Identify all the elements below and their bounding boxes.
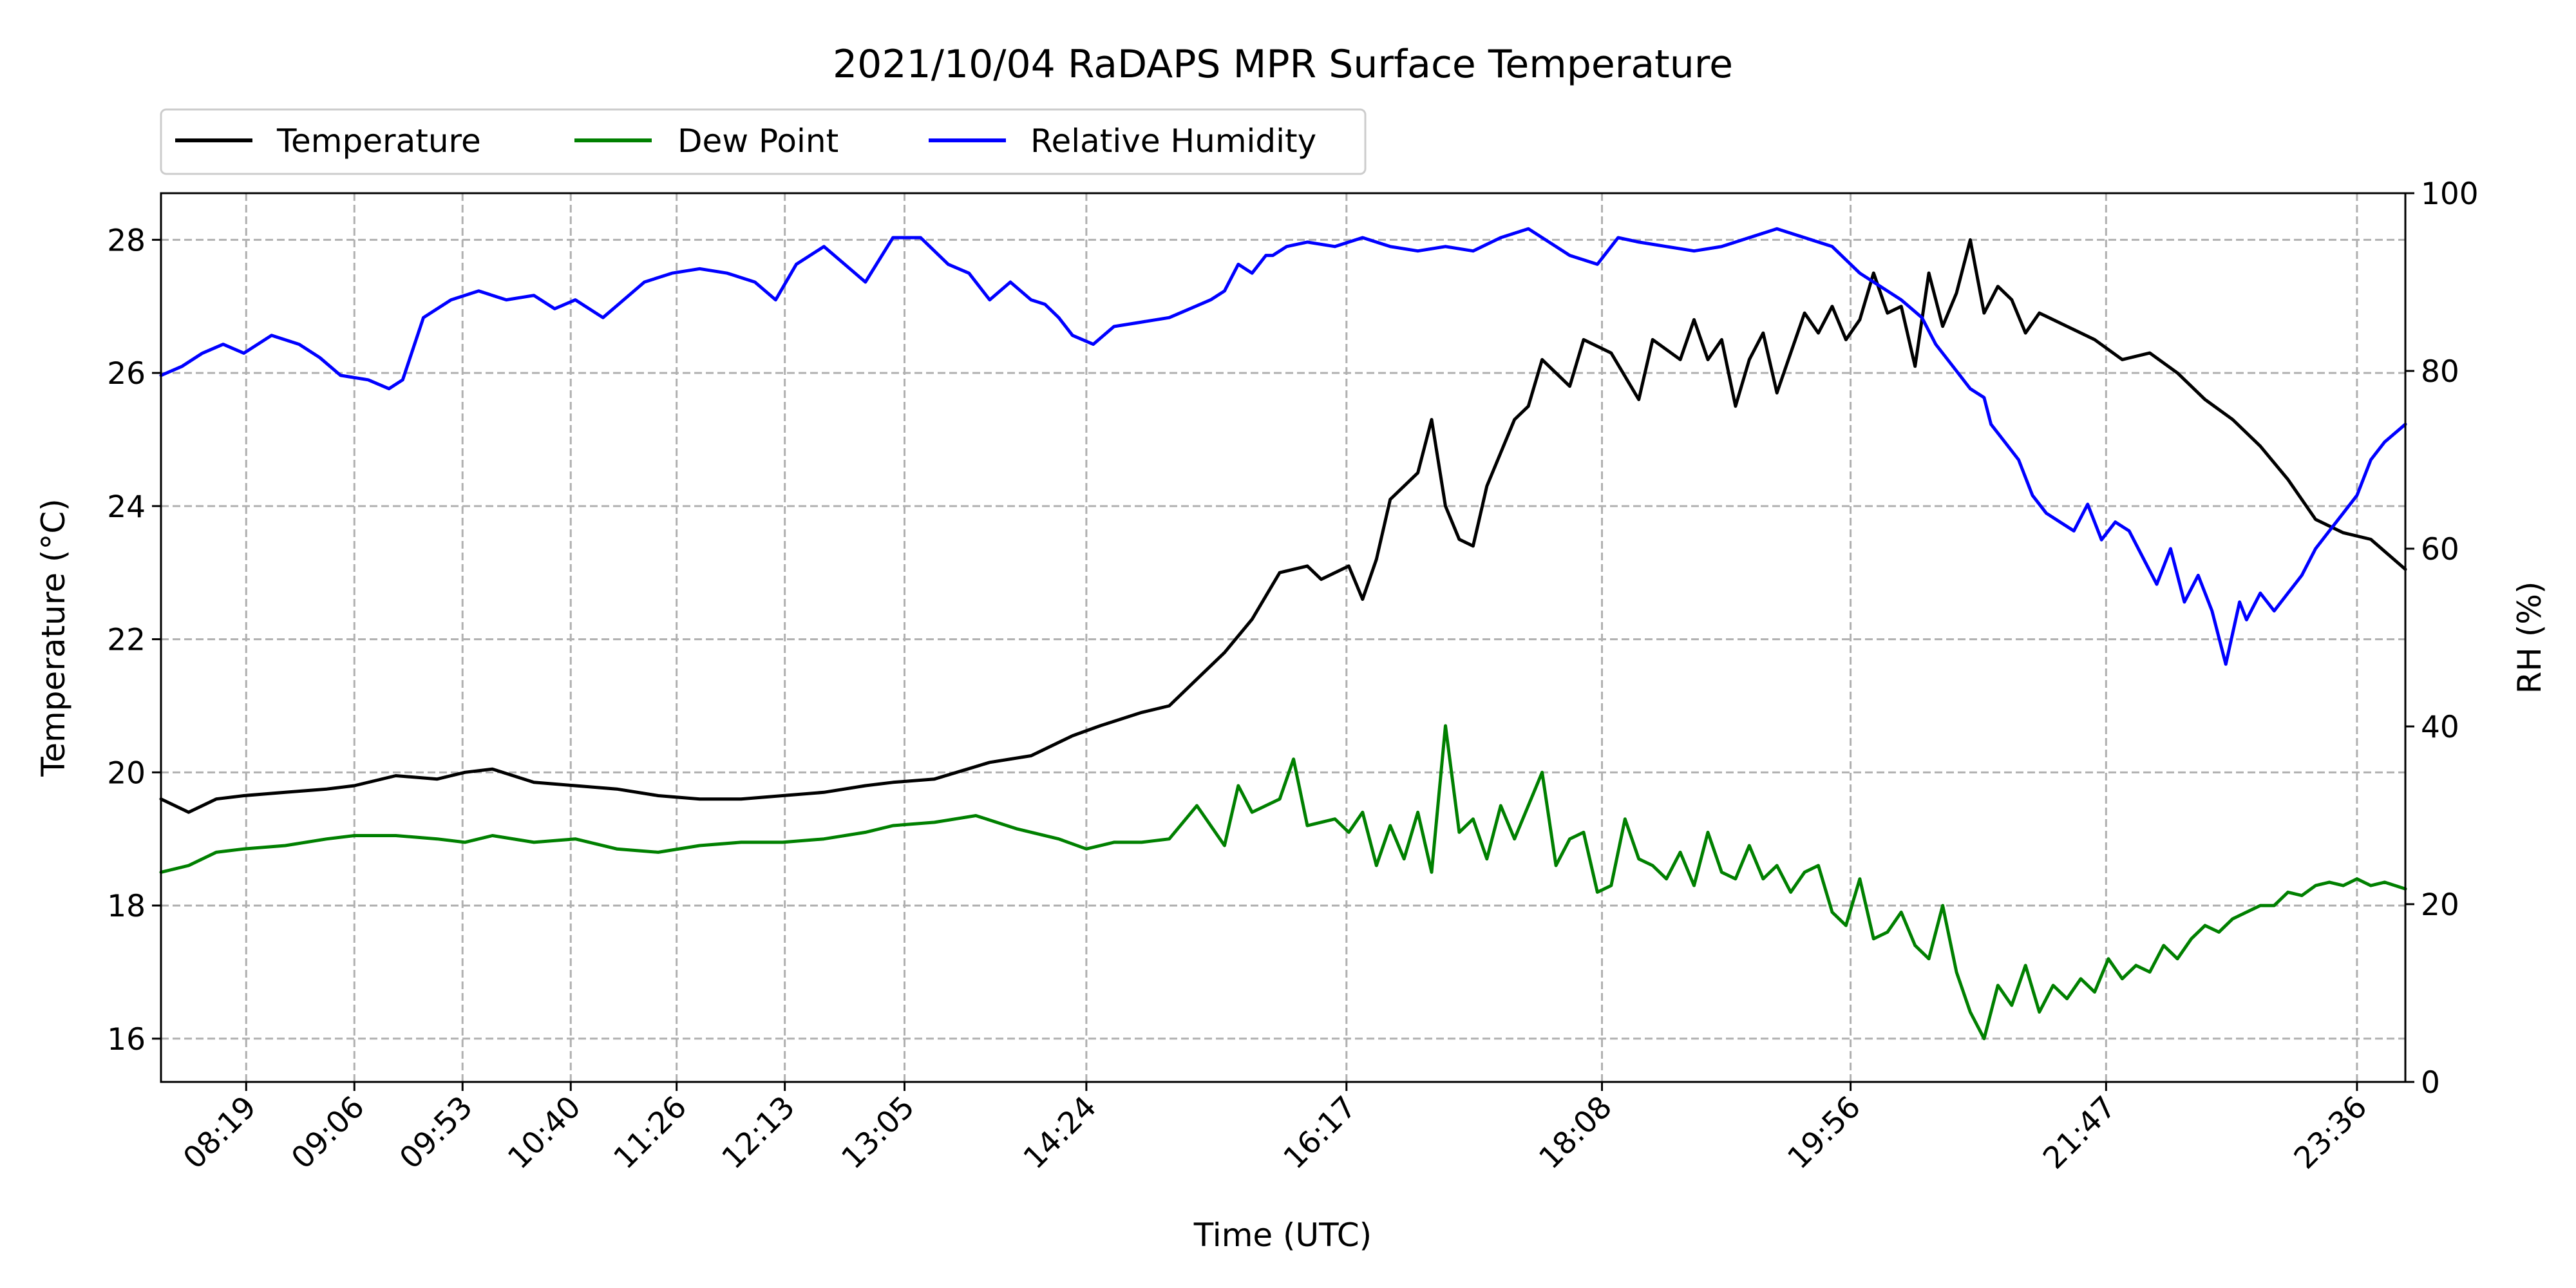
legend-label-relative-humidity: Relative Humidity [1030, 122, 1316, 160]
dew-point-line [159, 724, 2407, 1041]
relative-humidity-line [159, 227, 2407, 666]
series-lines [159, 227, 2407, 1041]
legend-label-dew-point: Dew Point [677, 122, 838, 160]
y-tick-label-left: 18 [107, 889, 146, 924]
y-tick-label-left: 24 [107, 489, 146, 525]
y-tick-label-right: 20 [2421, 887, 2459, 923]
y-tick-label-left: 22 [107, 623, 146, 658]
y-tick-label-right: 100 [2421, 176, 2479, 212]
legend-frame [160, 108, 1367, 175]
y-tick-label-left: 28 [107, 223, 146, 258]
y-axis-label-right: RH (%) [2511, 582, 2548, 694]
plot-frame [160, 192, 2407, 1083]
temperature-line [159, 238, 2407, 814]
y-tick-label-left: 20 [107, 755, 146, 791]
y-tick-label-right: 0 [2421, 1065, 2440, 1101]
y-tick-label-right: 60 [2421, 532, 2459, 567]
chart-title: 2021/10/04 RaDAPS MPR Surface Temperatur… [833, 42, 1733, 87]
y-tick-label-right: 40 [2421, 710, 2459, 745]
y-tick-label-left: 26 [107, 356, 146, 392]
x-axis-label: Time (UTC) [1193, 1217, 1372, 1254]
legend: Temperature Dew Point Relative Humidity [160, 108, 1367, 175]
y-axis-label-left: Temperature (°C) [35, 498, 72, 777]
grid-lines [161, 193, 2405, 1082]
y-tick-label-right: 80 [2421, 354, 2459, 390]
y-tick-label-left: 16 [107, 1022, 146, 1057]
legend-label-temperature: Temperature [276, 122, 481, 160]
